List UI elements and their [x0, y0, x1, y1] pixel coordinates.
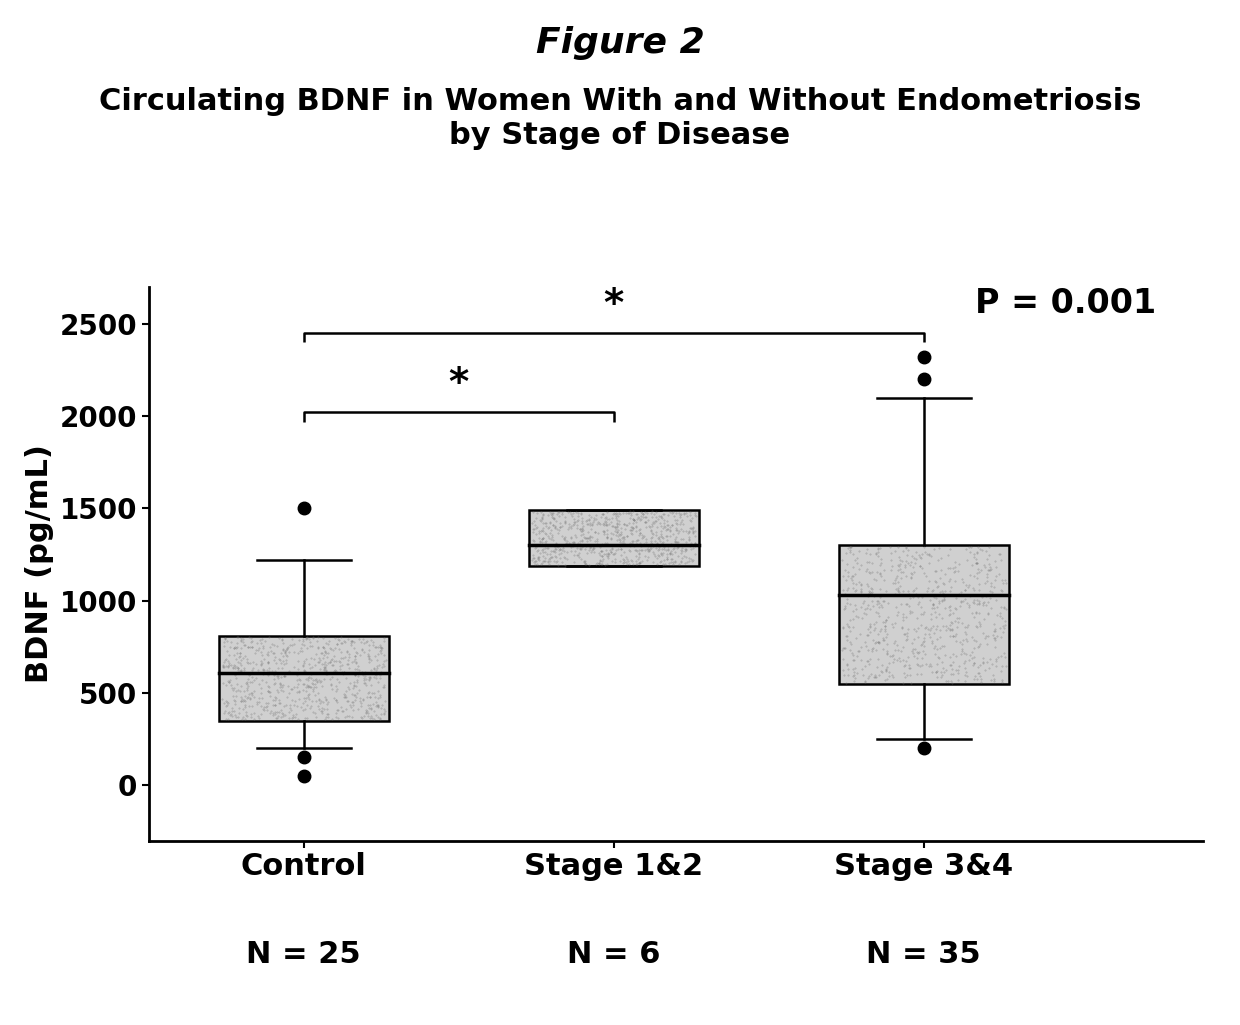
Y-axis label: BDNF (pg/mL): BDNF (pg/mL) — [25, 444, 53, 684]
Text: P = 0.001: P = 0.001 — [975, 287, 1156, 320]
Text: Figure 2: Figure 2 — [536, 26, 704, 59]
FancyBboxPatch shape — [838, 545, 1009, 684]
Text: N = 35: N = 35 — [867, 940, 981, 969]
FancyBboxPatch shape — [528, 510, 699, 566]
Text: N = 25: N = 25 — [247, 940, 361, 969]
Text: *: * — [604, 286, 624, 324]
FancyBboxPatch shape — [218, 636, 389, 721]
Text: N = 6: N = 6 — [567, 940, 661, 969]
Text: Circulating BDNF in Women With and Without Endometriosis
by Stage of Disease: Circulating BDNF in Women With and Witho… — [99, 87, 1141, 150]
Text: *: * — [449, 365, 469, 403]
